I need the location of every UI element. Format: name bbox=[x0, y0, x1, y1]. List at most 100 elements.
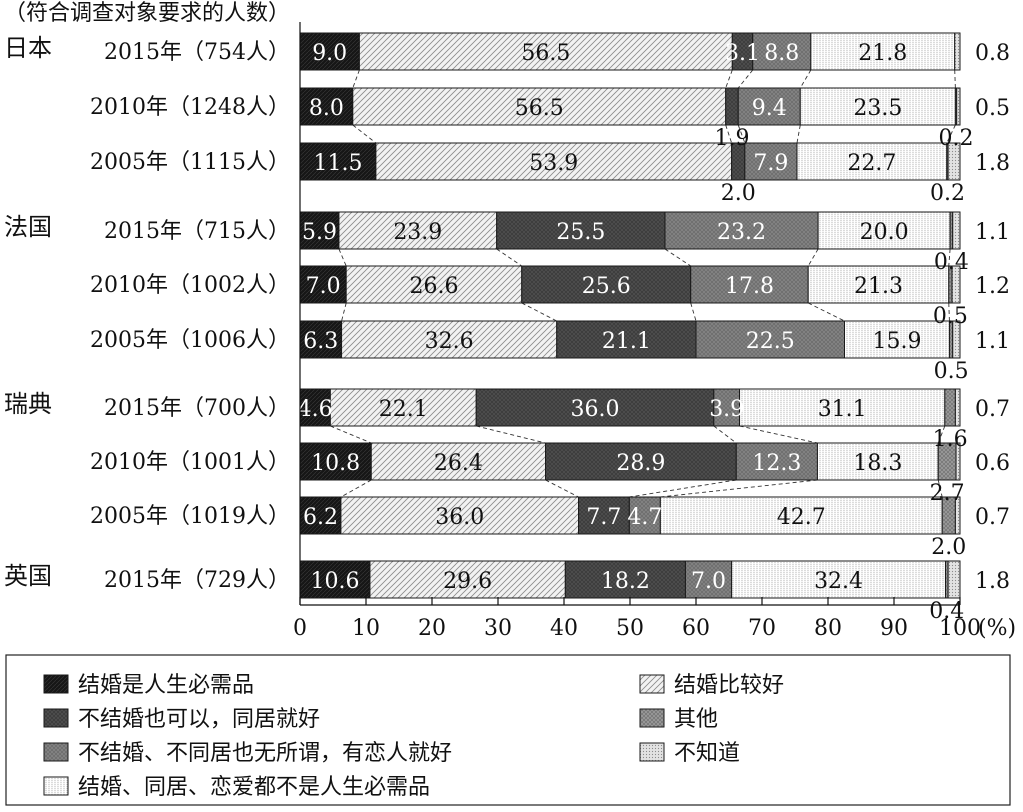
data-label: 29.6 bbox=[443, 569, 492, 594]
connector-line bbox=[946, 124, 956, 144]
data-label: 7.9 bbox=[753, 151, 788, 176]
x-tick-label: 10 bbox=[352, 616, 380, 641]
legend-swatch bbox=[43, 708, 69, 728]
connector-lines bbox=[330, 69, 956, 498]
row-label: 2010年（1248人） bbox=[90, 95, 290, 120]
legend-swatch bbox=[43, 776, 69, 796]
data-label: 8.0 bbox=[309, 96, 344, 121]
connector-line bbox=[937, 479, 943, 498]
legend-frame bbox=[5, 654, 1011, 806]
bar-segment bbox=[628, 496, 661, 535]
connector-line bbox=[807, 248, 819, 267]
connector-line bbox=[330, 425, 372, 444]
bar-segment bbox=[684, 560, 733, 599]
connector-line bbox=[338, 248, 347, 267]
bar-segment bbox=[556, 320, 697, 359]
connector-line bbox=[799, 69, 812, 89]
legend-swatch bbox=[639, 708, 665, 728]
data-label: 7.0 bbox=[691, 569, 726, 594]
data-label: 3.9 bbox=[709, 397, 744, 422]
connector-line bbox=[476, 425, 546, 444]
data-label: 12.3 bbox=[752, 451, 801, 476]
data-label: 31.1 bbox=[818, 397, 867, 422]
x-tick-label: 20 bbox=[418, 616, 446, 641]
x-tick-label: 90 bbox=[880, 616, 908, 641]
country-label: 法国 bbox=[4, 213, 52, 241]
data-label: 1.1 bbox=[975, 220, 1010, 245]
bar-segment bbox=[810, 32, 956, 71]
data-label: 9.4 bbox=[752, 96, 787, 121]
x-tick-label: 60 bbox=[682, 616, 710, 641]
bar-segment bbox=[341, 320, 558, 359]
bar-segment bbox=[340, 496, 580, 535]
data-label: 21.1 bbox=[602, 329, 651, 354]
data-label: 0.8 bbox=[975, 41, 1010, 66]
data-label: 7.7 bbox=[586, 505, 621, 530]
data-label: 25.6 bbox=[582, 274, 631, 299]
connector-line bbox=[496, 248, 523, 267]
bar-segment bbox=[952, 320, 961, 359]
bar-segment bbox=[713, 388, 741, 427]
bar-segment bbox=[944, 388, 956, 427]
bar-segment bbox=[329, 388, 477, 427]
bars-layer bbox=[299, 32, 961, 599]
row-label: 2015年（715人） bbox=[104, 219, 290, 244]
bar-segment bbox=[947, 560, 961, 599]
x-tick-label: 100 bbox=[939, 616, 981, 641]
x-tick-label: 50 bbox=[616, 616, 644, 641]
connector-line bbox=[352, 69, 360, 89]
connector-line bbox=[352, 124, 377, 144]
data-label: 0.5 bbox=[975, 96, 1010, 121]
bar-segment bbox=[299, 320, 343, 359]
legend-swatch bbox=[43, 674, 69, 694]
bar-segment bbox=[358, 32, 733, 71]
data-label: 22.7 bbox=[847, 151, 896, 176]
data-label: 4.7 bbox=[627, 505, 662, 530]
data-label: 17.8 bbox=[725, 274, 774, 299]
data-label: 18.2 bbox=[601, 569, 650, 594]
row-label: 2015年（754人） bbox=[104, 40, 290, 65]
data-label: 23.5 bbox=[853, 96, 902, 121]
data-label: 0.7 bbox=[975, 397, 1010, 422]
data-label: 4.6 bbox=[298, 397, 333, 422]
bar-segment bbox=[954, 32, 961, 71]
legend-label: 结婚是人生必需品 bbox=[78, 673, 254, 698]
bar-segment bbox=[816, 442, 939, 481]
bar-segment bbox=[739, 388, 946, 427]
country-label: 日本 bbox=[4, 34, 52, 62]
data-label: 11.5 bbox=[313, 151, 362, 176]
bar-segment bbox=[735, 442, 818, 481]
bar-segment bbox=[752, 32, 812, 71]
data-label: 42.7 bbox=[777, 505, 826, 530]
bar-segment bbox=[299, 142, 377, 181]
bar-segment bbox=[725, 87, 739, 126]
x-tick-label: 30 bbox=[484, 616, 512, 641]
bar-segment bbox=[807, 265, 950, 304]
data-label: 22.1 bbox=[379, 397, 428, 422]
bar-segment bbox=[352, 87, 727, 126]
legend-swatch bbox=[639, 674, 665, 694]
bar-segment bbox=[664, 211, 819, 250]
bar-segment bbox=[955, 442, 961, 481]
data-label: 32.4 bbox=[814, 569, 863, 594]
connector-line bbox=[521, 302, 557, 322]
data-label: 20.0 bbox=[860, 220, 909, 245]
bar-segment bbox=[744, 142, 798, 181]
bar-segment bbox=[796, 142, 948, 181]
bar-segment bbox=[545, 442, 737, 481]
x-axis: 0 10 20 30 40 50 60 70 80 90 100(%) bbox=[293, 22, 1016, 641]
bar-segment bbox=[954, 388, 961, 427]
connector-line bbox=[737, 69, 754, 89]
bar-segment bbox=[951, 265, 961, 304]
data-label: 15.9 bbox=[872, 329, 921, 354]
bar-segment bbox=[370, 442, 547, 481]
bar-segment bbox=[299, 442, 372, 481]
connector-line bbox=[796, 124, 801, 144]
row-label: 2005年（1019人） bbox=[90, 504, 290, 529]
data-label: 7.0 bbox=[306, 274, 341, 299]
data-label: 21.8 bbox=[858, 41, 907, 66]
data-label: 22.5 bbox=[746, 329, 795, 354]
legend-label: 结婚比较好 bbox=[674, 673, 784, 698]
